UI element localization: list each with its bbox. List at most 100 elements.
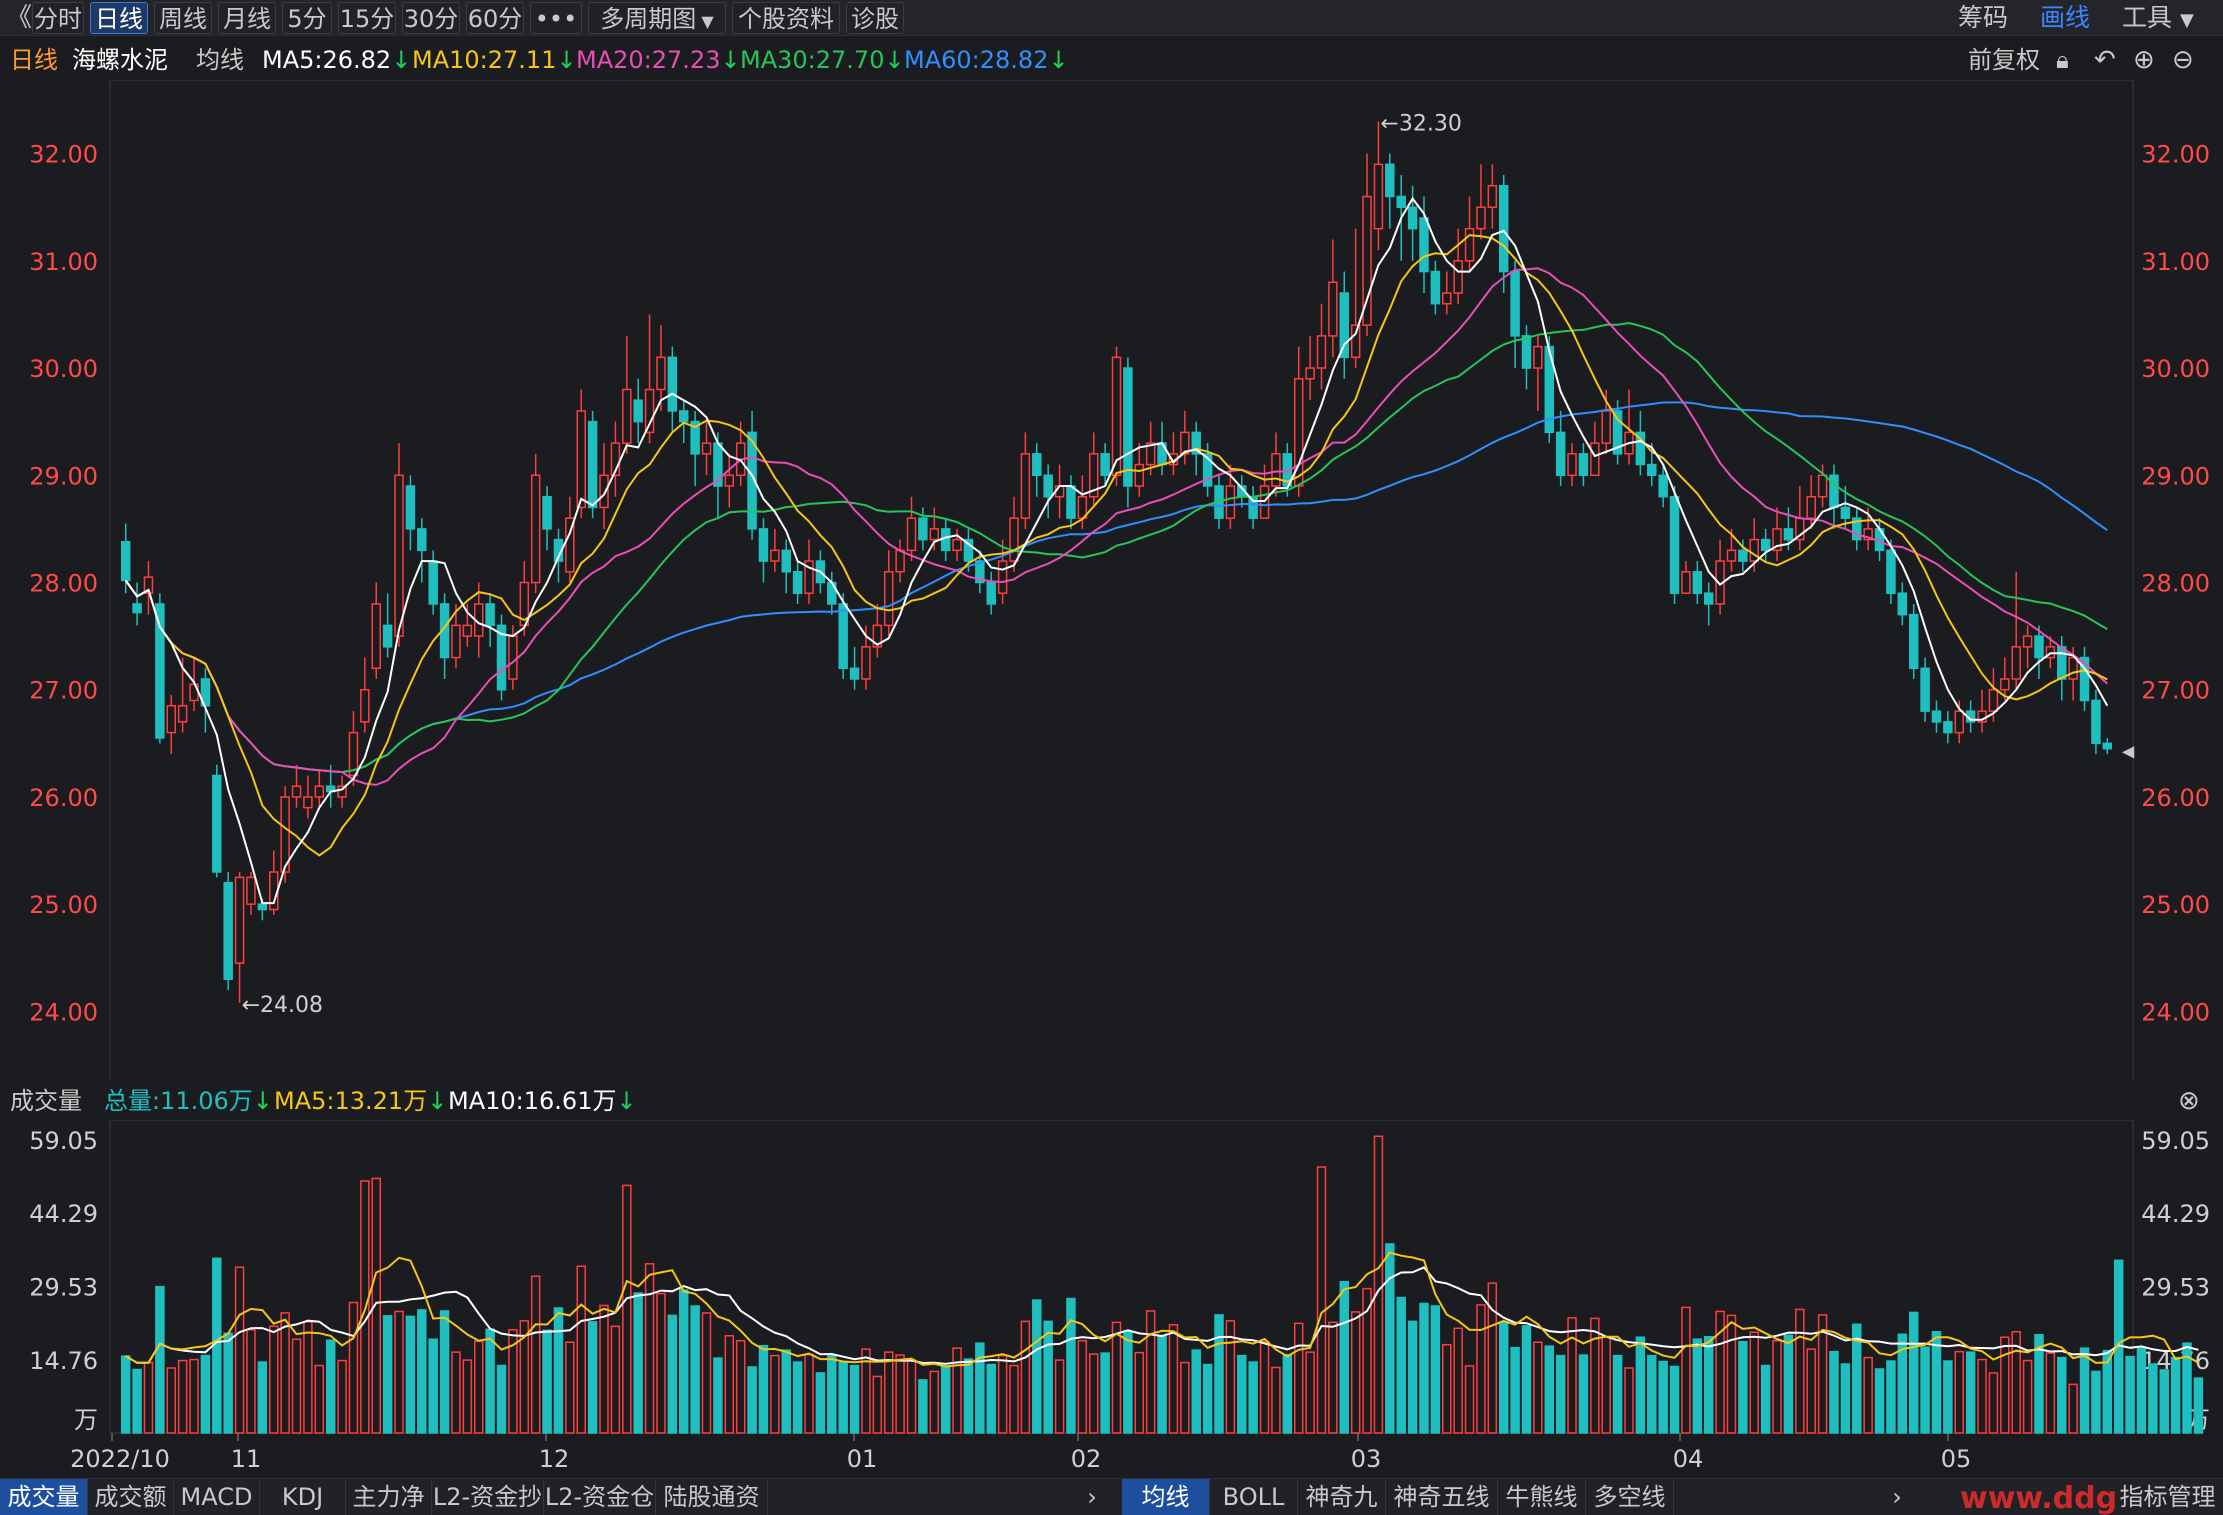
volume-bar-down [2102, 1349, 2113, 1434]
overlay-tab-2[interactable]: 神奇九转 [1298, 1479, 1386, 1515]
volume-bar-down [2136, 1346, 2147, 1434]
period-tab-2[interactable]: 周线 [154, 2, 212, 34]
date-label: 2022/10 [70, 1445, 170, 1473]
candle-down [1578, 453, 1589, 477]
double-chevron-left-icon[interactable]: 《 [6, 3, 33, 33]
candle-up [1476, 206, 1486, 230]
volume-tick-right: 29.53 [2141, 1273, 2210, 1301]
draw-line-button[interactable]: 画线 [2040, 3, 2091, 32]
candle-up [1442, 292, 1452, 305]
candle-up [1772, 528, 1782, 552]
price-chart[interactable]: 24.00 24.00 25.00 25.00 26.00 26.00 27.00 27.00… [0, 80, 2223, 1080]
candle-down [1202, 453, 1213, 487]
price-tick-right: 24.00 [2141, 998, 2210, 1026]
volume-bar-up [1362, 1287, 1372, 1434]
price-tick-right: 29.00 [2141, 462, 2210, 490]
period-tab-3[interactable]: 月线 [218, 2, 276, 34]
candle-down [1407, 206, 1418, 230]
candle-up [2000, 678, 2010, 691]
candle-down [542, 495, 552, 530]
volume-info-row: 成交量 总量:11.06万↓ MA5:13.21万↓ MA10:16.61万↓ … [0, 1082, 2223, 1120]
volume-chart[interactable]: 14.7614.7629.5329.5344.2944.2959.0559.05… [0, 1120, 2223, 1478]
candle-down [1123, 367, 1133, 487]
down-arrow-icon: ↓ [884, 46, 905, 74]
overlay-tab-3[interactable]: 神奇五线谱 [1386, 1479, 1498, 1515]
chevron-right-icon[interactable]: › [1087, 1483, 1097, 1511]
candle-up [166, 705, 176, 734]
price-tick-left: 30.00 [29, 355, 98, 383]
bottom-tab-5[interactable]: L2-资金抄底 [432, 1479, 544, 1515]
candle-down [1703, 592, 1714, 605]
candle-down [382, 624, 393, 648]
candle-up [906, 517, 917, 552]
overlay-tab-1[interactable]: BOLL [1210, 1479, 1298, 1515]
overlay-tab-0[interactable]: 均线 [1122, 1479, 1210, 1515]
tools-button[interactable]: 工具 ▼ [2122, 2, 2194, 34]
volume-title[interactable]: 成交量 [10, 1087, 82, 1115]
volume-bar-down [827, 1354, 837, 1434]
bottom-tab-2[interactable]: MACD [174, 1479, 260, 1515]
overlay-tab-5[interactable]: 多空线 [1586, 1479, 1674, 1515]
volume-bar-down [417, 1309, 427, 1434]
volume-bar-down [1965, 1351, 1976, 1434]
bottom-tab-0[interactable]: 成交量 [0, 1479, 88, 1515]
period-tab-6[interactable]: 30分 [402, 2, 460, 34]
volume-bar-up [234, 1266, 245, 1434]
volume-bar-down [496, 1364, 507, 1434]
period-tab-1[interactable]: 日线 [90, 2, 148, 34]
candle-down [963, 538, 974, 562]
candle-up [394, 474, 404, 637]
candle-up [883, 571, 894, 627]
period-tab-4[interactable]: 5分 [282, 2, 332, 34]
bottom-tab-3[interactable]: KDJ [260, 1479, 346, 1515]
overlay-tab-4[interactable]: 牛熊线 [1498, 1479, 1586, 1515]
ma-label[interactable]: 均线 [196, 46, 244, 74]
candle-down [2091, 699, 2101, 745]
down-arrow-icon: ↓ [720, 46, 741, 74]
candle-down [2102, 742, 2113, 750]
close-panel-icon[interactable]: ⊗ [2178, 1086, 2200, 1116]
volume-bar-up [2000, 1336, 2010, 1434]
down-arrow-icon: ↓ [556, 46, 577, 74]
bottom-tab-7[interactable]: 陆股通资金 [656, 1479, 768, 1515]
volume-bar-down [1943, 1360, 1953, 1434]
candle-up [1988, 688, 1999, 712]
period-tab-5[interactable]: 15分 [338, 2, 396, 34]
chip-distribution-button[interactable]: 筹码 [1958, 3, 2009, 32]
lock-icon[interactable]: 🔒︎ [2056, 46, 2069, 74]
undo-icon[interactable]: ↶ [2094, 45, 2116, 75]
period-tab-9[interactable]: 多周期图 ▼ [588, 2, 726, 34]
bottom-tab-1[interactable]: 成交额 [88, 1479, 174, 1515]
bottom-tab-4[interactable]: 主力净额 [346, 1479, 432, 1515]
period-tab-0[interactable]: 分时 [32, 2, 84, 34]
date-label: 12 [539, 1445, 570, 1473]
volume-bar-up [644, 1263, 655, 1434]
period-tab-10[interactable]: 个股资料 [732, 2, 840, 34]
period-tab-8[interactable]: ••• [530, 2, 582, 34]
candle-down [667, 356, 678, 412]
candle-up [1464, 227, 1475, 262]
volume-bar-down [1874, 1368, 1885, 1434]
candle-up [280, 796, 290, 873]
volume-bar-up [861, 1348, 871, 1434]
period-tab-11[interactable]: 诊股 [846, 2, 904, 34]
chevron-right-icon[interactable]: › [1892, 1483, 1902, 1511]
zoom-out-icon[interactable]: ⊖ [2172, 45, 2194, 75]
volume-bar-up [895, 1354, 905, 1434]
price-tick-right: 26.00 [2141, 784, 2210, 812]
zoom-in-icon[interactable]: ⊕ [2133, 45, 2155, 75]
volume-bar-up [906, 1359, 917, 1434]
volume-bar-down [747, 1366, 757, 1434]
volume-bar-down [2079, 1347, 2090, 1434]
period-tab-7[interactable]: 60分 [466, 2, 524, 34]
adjust-mode[interactable]: 前复权 [1968, 46, 2040, 74]
candle-up [770, 549, 780, 562]
candle-down [690, 420, 700, 455]
volume-bar-down [1282, 1353, 1293, 1434]
price-tick-right: 27.00 [2141, 677, 2210, 705]
bottom-tab-6[interactable]: L2-资金仓位 [544, 1479, 656, 1515]
volume-bar-down [1635, 1336, 1646, 1434]
candle-up [2068, 656, 2078, 680]
volume-bar-down [2091, 1370, 2101, 1434]
indicator-management-button[interactable]: 指标管理 [2119, 1483, 2216, 1511]
